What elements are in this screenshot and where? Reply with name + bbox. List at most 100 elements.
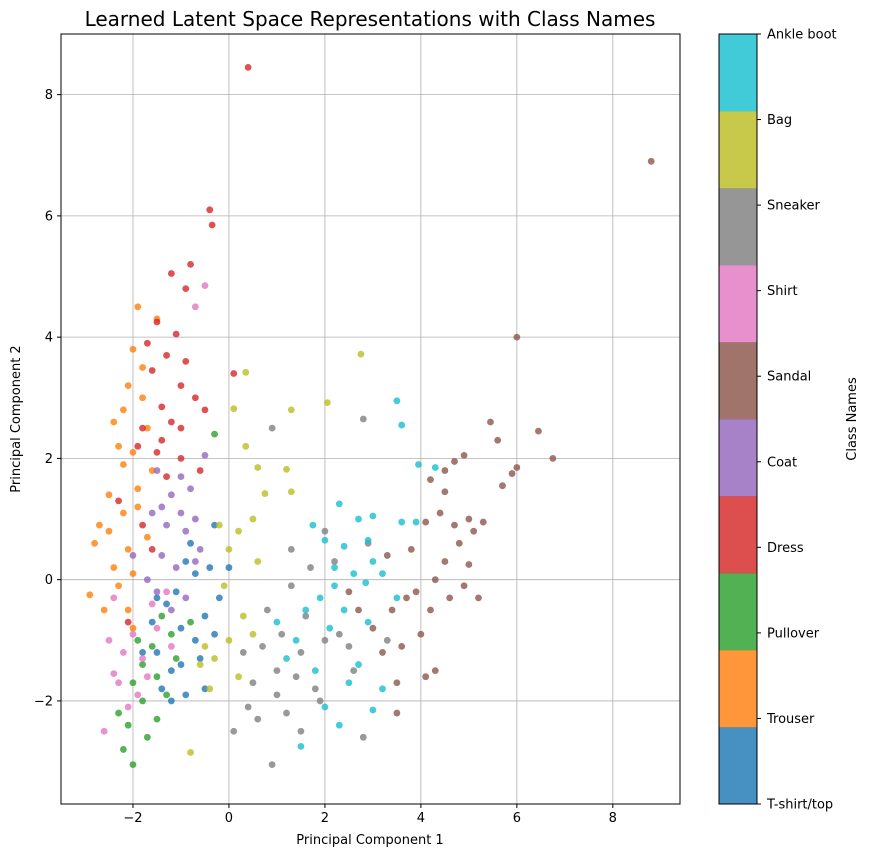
data-point [148, 545, 156, 553]
data-point [321, 636, 329, 644]
data-point [465, 561, 473, 568]
data-point [177, 509, 185, 517]
data-point [196, 467, 204, 474]
data-point [441, 558, 449, 565]
data-point [129, 630, 137, 638]
colorbar-frame [718, 33, 758, 805]
series-sandal [345, 157, 655, 717]
data-point [422, 518, 430, 526]
data-point [167, 491, 175, 499]
data-point [259, 642, 266, 650]
data-point [143, 673, 151, 681]
data-point [134, 485, 142, 493]
y-tick-label: −2 [34, 694, 53, 709]
data-point [201, 451, 209, 459]
data-point [297, 743, 305, 750]
series-ankle-boot [273, 397, 439, 750]
data-point [451, 521, 458, 529]
colorbar-tick-label: Ankle boot [767, 28, 837, 43]
data-point [309, 521, 317, 529]
data-point [163, 351, 170, 359]
data-point [187, 485, 194, 493]
data-point [487, 418, 494, 426]
data-point [379, 649, 386, 656]
data-point [191, 515, 199, 523]
data-point [187, 618, 194, 626]
data-point [206, 564, 214, 571]
data-point [403, 594, 410, 602]
data-point [124, 382, 132, 390]
data-point [415, 461, 422, 468]
data-point [110, 564, 118, 571]
y-tick-label: 6 [45, 209, 53, 224]
data-point [331, 564, 338, 571]
data-point [254, 558, 262, 565]
data-point [172, 588, 180, 596]
data-point [355, 661, 362, 668]
data-point [182, 285, 190, 293]
colorbar-segment [719, 188, 757, 266]
data-point [163, 600, 170, 608]
data-point [273, 667, 281, 675]
data-point [139, 394, 146, 402]
data-point [177, 455, 185, 462]
data-point [297, 727, 305, 735]
colorbar-tick-label: Sneaker [767, 199, 821, 214]
data-point [191, 394, 199, 402]
data-point [254, 715, 262, 723]
data-point [321, 536, 329, 544]
data-point [119, 461, 127, 468]
data-point [139, 424, 146, 432]
data-point [369, 512, 377, 520]
data-point [211, 430, 218, 438]
data-point [369, 558, 377, 565]
data-point [393, 594, 401, 602]
colorbar-tick-label: Shirt [767, 284, 798, 299]
scatter-points [86, 63, 655, 768]
data-point [220, 582, 228, 590]
data-point [225, 636, 233, 644]
data-point [383, 552, 391, 559]
data-point [345, 588, 353, 596]
data-point [163, 473, 170, 480]
data-point [244, 63, 252, 71]
data-point [451, 458, 458, 465]
y-tick-label: 0 [45, 573, 53, 588]
data-point [359, 415, 367, 423]
data-point [153, 588, 161, 596]
data-point [350, 667, 358, 675]
data-point [208, 221, 216, 229]
data-point [163, 521, 170, 529]
data-point [441, 467, 449, 474]
data-point [191, 558, 199, 565]
data-point [158, 612, 166, 620]
data-point [129, 624, 137, 632]
data-point [427, 606, 434, 614]
data-point [153, 673, 161, 681]
data-point [398, 518, 406, 526]
data-point [134, 691, 142, 699]
data-point [499, 482, 506, 490]
data-point [124, 721, 132, 729]
data-point [119, 406, 127, 414]
data-point [100, 727, 108, 735]
data-point [244, 703, 252, 711]
chart-title: Learned Latent Space Representations wit… [85, 7, 656, 31]
data-point [455, 539, 463, 547]
data-point [129, 552, 137, 559]
data-point [431, 667, 439, 675]
colorbar-segment [719, 727, 757, 805]
data-point [182, 691, 190, 699]
data-point [417, 630, 425, 638]
y-tick-label: 4 [45, 331, 53, 346]
data-point [407, 545, 415, 553]
data-point [393, 679, 401, 687]
data-point [196, 545, 204, 553]
data-point [115, 497, 122, 505]
data-point [283, 709, 290, 717]
data-point [153, 448, 161, 456]
data-point [148, 600, 156, 608]
data-point [191, 636, 199, 644]
data-point [340, 606, 348, 614]
